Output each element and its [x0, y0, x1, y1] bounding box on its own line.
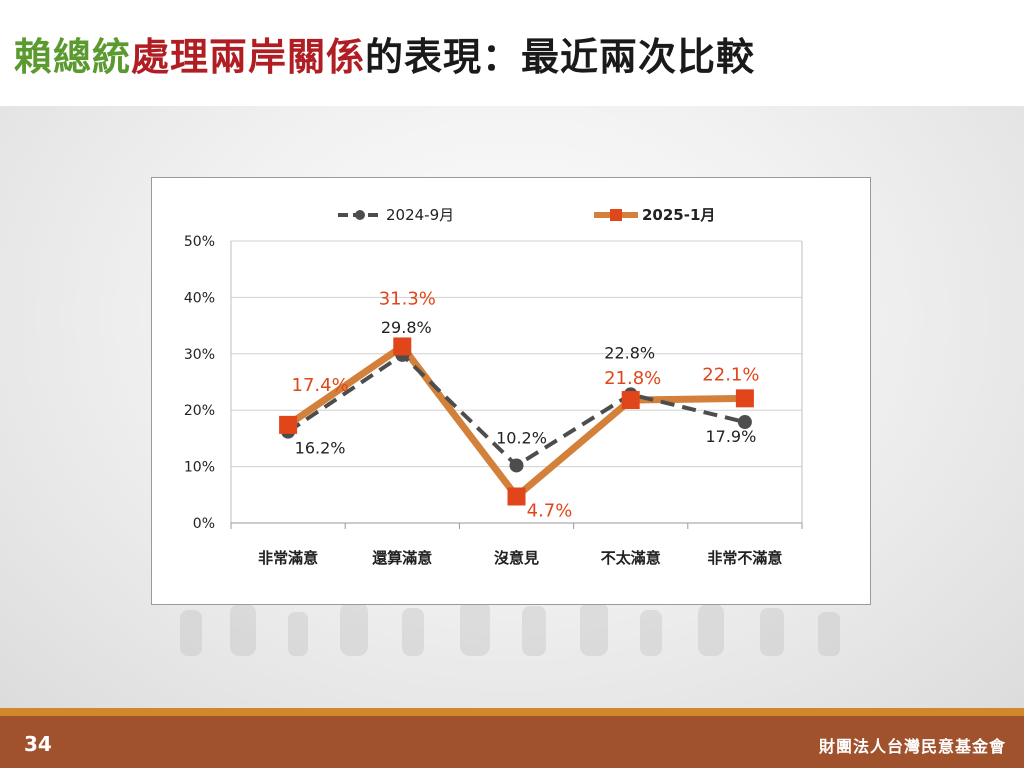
data-label-2024: 22.8% [604, 343, 655, 362]
data-point-2025 [735, 389, 754, 408]
organization-name: 財團法人台灣民意基金會 [818, 737, 1006, 756]
y-tick-label: 0% [193, 516, 215, 532]
x-tick-label: 非常滿意 [258, 549, 318, 567]
x-tick-label: 不太滿意 [601, 549, 661, 567]
title-part-president: 賴總統 [14, 35, 132, 79]
line-chart: 2024-9月 2025-1月 16.2% 29.8% 10.2% 22.8% 17.9%… [184, 206, 803, 567]
background-crowd-silhouette [180, 600, 840, 656]
data-label-2024: 29.8% [381, 318, 432, 337]
series-layer [279, 337, 754, 506]
legend-label-2024: 2024-9月 [386, 206, 454, 224]
legend-marker-2025 [610, 209, 622, 221]
data-point-2025 [279, 415, 298, 434]
data-point-2025 [507, 487, 526, 506]
data-label-2025: 31.3% [379, 288, 436, 309]
page-number: 34 [24, 732, 52, 756]
y-tick-label: 30% [184, 347, 215, 363]
x-tick-label: 還算滿意 [372, 549, 432, 567]
y-tick-label: 50% [184, 234, 215, 250]
title-part-cross-strait: 處理兩岸關係 [131, 35, 366, 79]
data-label-2025: 4.7% [527, 500, 573, 521]
data-label-2025: 17.4% [292, 375, 349, 396]
slide-title: 賴總統處理兩岸關係的表現：最近兩次比較 [14, 26, 755, 81]
legend-marker-2024 [355, 210, 365, 220]
data-label-2024: 17.9% [705, 427, 756, 446]
y-tick-label: 40% [184, 290, 215, 306]
legend-label-2025: 2025-1月 [642, 206, 715, 224]
data-label-2025: 21.8% [604, 368, 661, 389]
axis-label-layer: 0% 10% 20% 30% 40% 50% 非常滿意 還算滿意 沒意見 不太滿意 非常不滿意 [184, 234, 783, 567]
data-label-2024: 16.2% [295, 439, 346, 458]
data-point-2024 [509, 458, 524, 473]
footer-accent-line [0, 708, 1024, 716]
title-part-performance: 的表現：最近兩次比較 [365, 35, 756, 79]
data-label-2024: 10.2% [496, 428, 547, 447]
data-label-2025: 22.1% [702, 364, 759, 385]
x-tick-label: 沒意見 [494, 549, 539, 567]
footer-bar: 34 財團法人台灣民意基金會 [0, 716, 1024, 768]
series-line-2025 [286, 342, 745, 500]
data-point-2025 [393, 337, 412, 356]
title-bar: 賴總統處理兩岸關係的表現：最近兩次比較 [0, 0, 1024, 106]
y-tick-label: 10% [184, 460, 215, 476]
chart-frame: 2024-9月 2025-1月 16.2% 29.8% 10.2% 22.8% 17.9%… [151, 177, 871, 605]
data-point-2025 [621, 391, 640, 410]
chart-legend: 2024-9月 2025-1月 [338, 206, 715, 224]
x-tick-label: 非常不滿意 [707, 549, 782, 567]
y-tick-label: 20% [184, 403, 215, 419]
data-label-layer: 16.2% 29.8% 10.2% 22.8% 17.9% 17.4% 31.3% 4.7% 2… [292, 288, 760, 521]
data-point-2024 [737, 415, 752, 430]
